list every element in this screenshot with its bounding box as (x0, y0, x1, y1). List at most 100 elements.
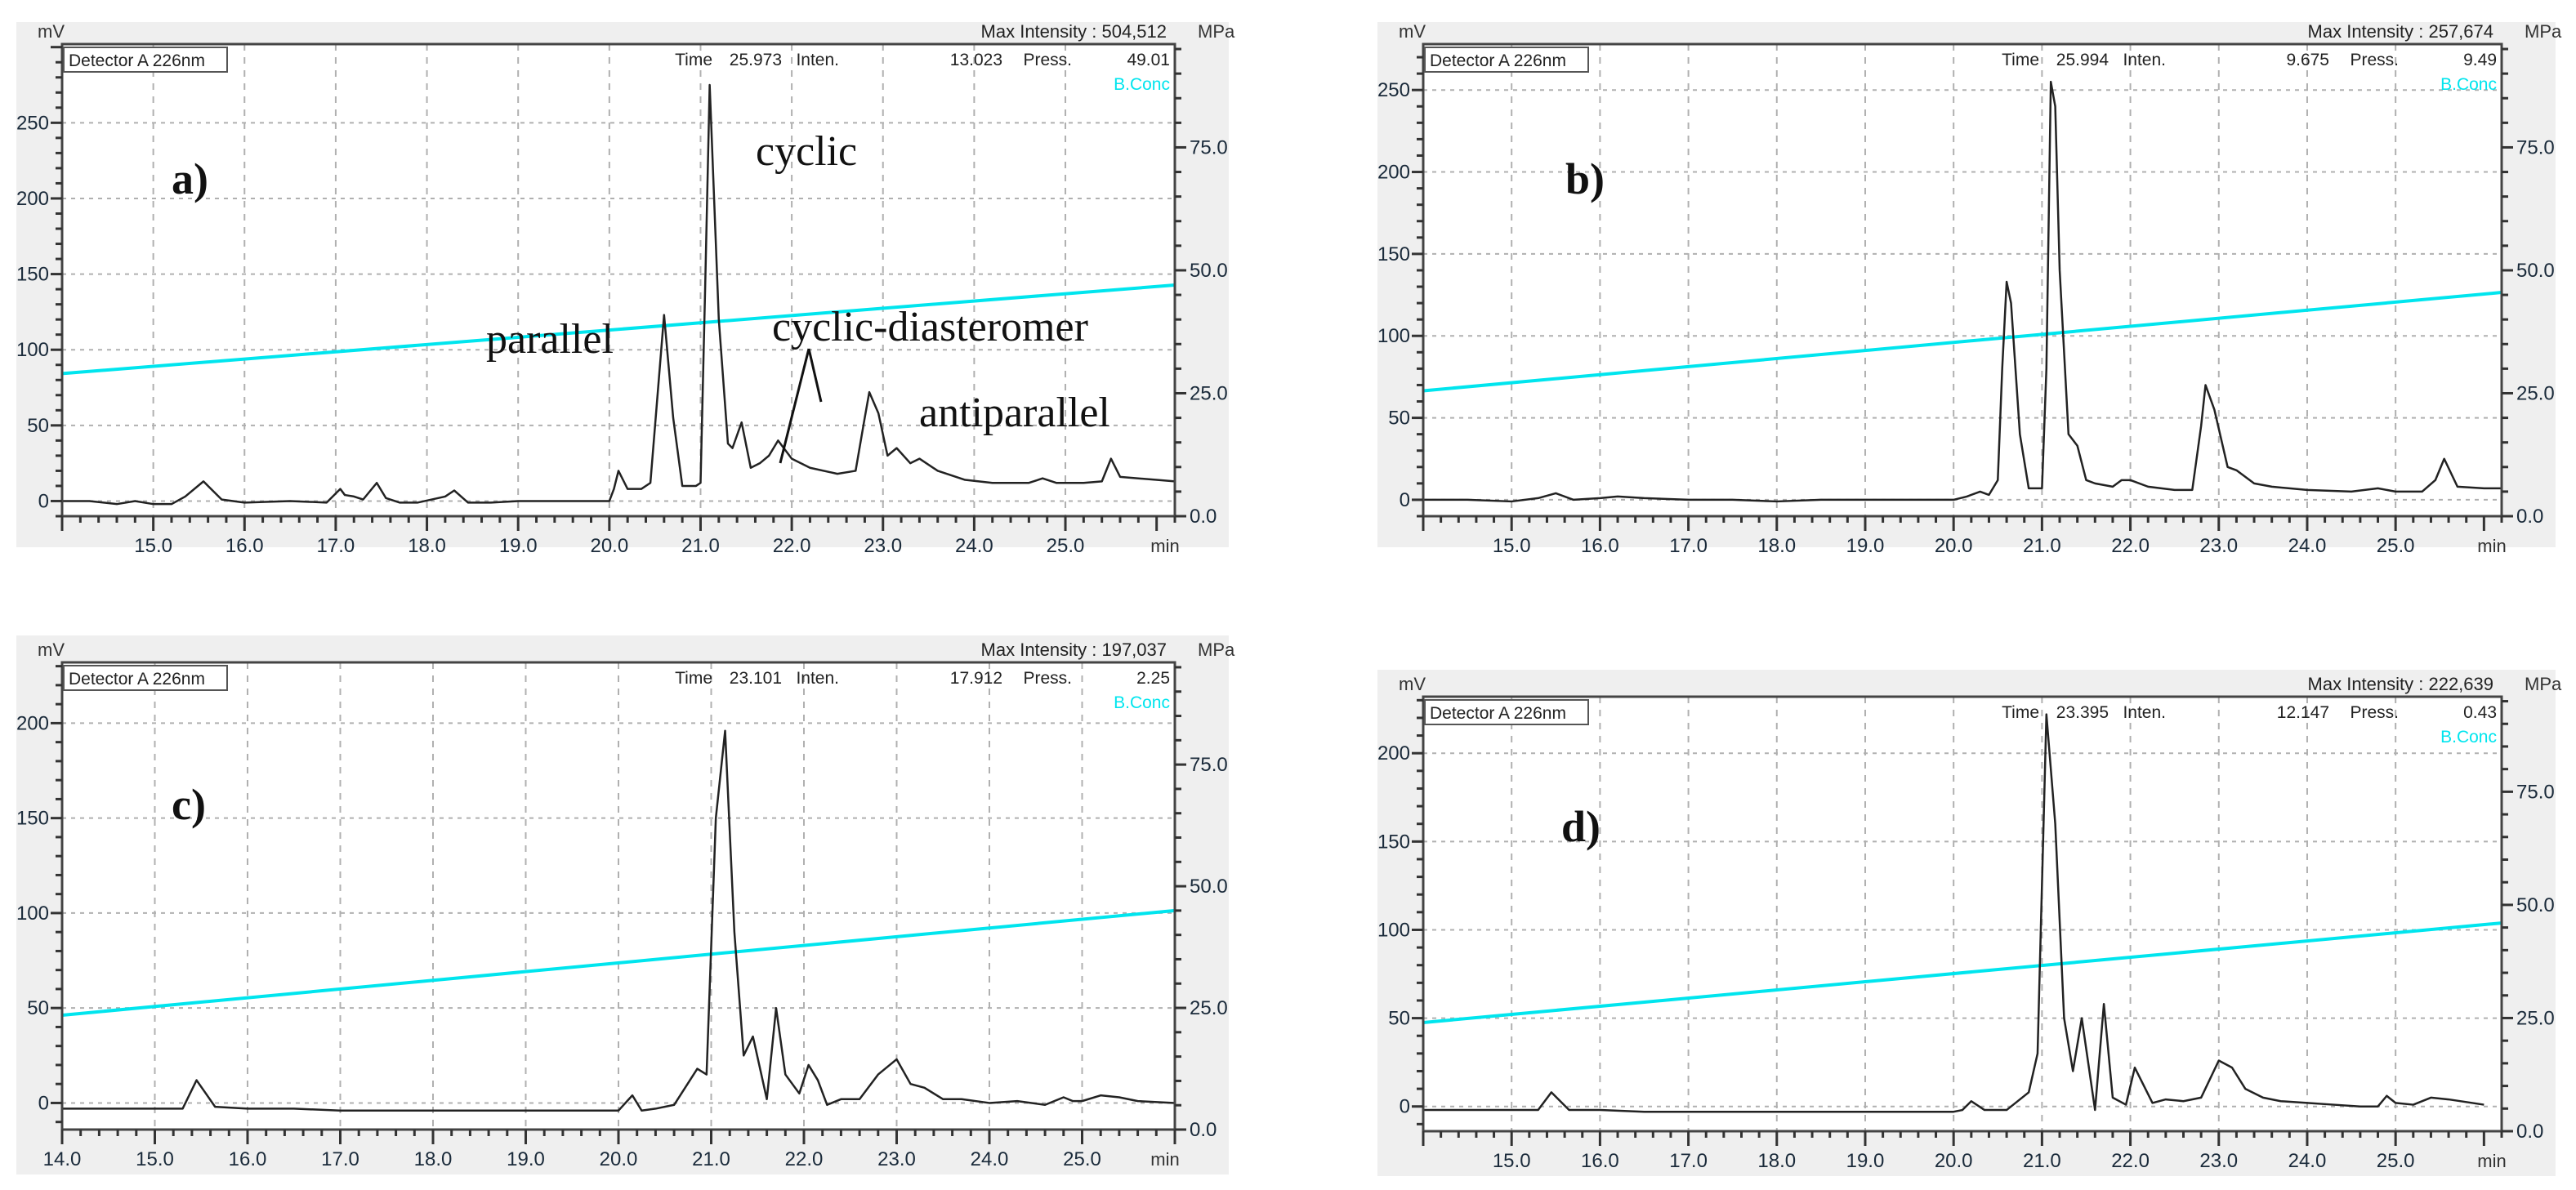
chromatogram-trace (62, 83, 1176, 506)
plot-area (62, 44, 1175, 516)
chromatogram-panel-a: 15.0 16.0 17.0 18.0 19.0 20.0 21.0 22.0 23.0 24.0… (16, 21, 1235, 557)
x-tick-label: 19.0 (1846, 535, 1885, 557)
x-tick-label: 18.0 (408, 535, 446, 557)
press-label: Press. (1023, 669, 1072, 688)
y-tick-label: 250 (1377, 79, 1410, 101)
x-tick-label: 15.0 (134, 535, 172, 557)
time-label: Time (675, 669, 712, 688)
plot-area (1423, 697, 2502, 1131)
x-tick-label: 20.0 (590, 535, 628, 557)
y-tick-label: 0 (1400, 1096, 1410, 1118)
y2-tick-label: 75.0 (2516, 136, 2555, 158)
time-value: 25.973 (730, 51, 782, 69)
detector-label: Detector A 226nm (69, 670, 205, 689)
y2-tick-label: 25.0 (1190, 997, 1228, 1019)
y2-tick-label: 25.0 (1190, 382, 1228, 404)
press-value: 2.25 (1136, 669, 1170, 688)
x-tick-label: 20.0 (600, 1148, 638, 1170)
max-intensity-label: Max Intensity : 257,674 (2308, 21, 2493, 42)
annotation-arrow (807, 348, 823, 403)
y2-axis-unit: MPa (2525, 21, 2562, 42)
press-label: Press. (2350, 51, 2399, 69)
y2-axis-unit: MPa (1198, 21, 1235, 42)
detector-label: Detector A 226nm (1430, 51, 1566, 70)
inten-label: Inten. (796, 51, 839, 69)
x-tick-label: 21.0 (2023, 535, 2061, 557)
x-tick-label: 18.0 (1757, 1150, 1796, 1172)
y-tick-label: 150 (1377, 243, 1410, 265)
x-tick-label: 17.0 (321, 1148, 359, 1170)
press-value: 49.01 (1127, 51, 1170, 69)
y-tick-label: 200 (16, 712, 49, 734)
x-tick-label: 23.0 (877, 1148, 916, 1170)
detector-box (63, 47, 228, 73)
chromatogram-trace (1423, 80, 2502, 503)
y2-tick-label: 0.0 (2516, 506, 2543, 528)
bconc-gradient-line (61, 283, 1176, 376)
y2-tick-label: 25.0 (2516, 1007, 2555, 1029)
y-axis-unit: mV (1399, 21, 1426, 42)
plot-area (1423, 44, 2502, 516)
press-label: Press. (1023, 51, 1072, 69)
detector-label: Detector A 226nm (69, 51, 205, 70)
y-tick-label: 50 (1388, 1008, 1410, 1030)
x-tick-label: 23.0 (2199, 535, 2238, 557)
inten-value: 13.023 (950, 51, 1002, 69)
time-value: 23.101 (730, 669, 782, 688)
x-tick-label: 21.0 (692, 1148, 730, 1170)
y-tick-label: 150 (16, 808, 49, 830)
peak-annotation: antiparallel (919, 390, 1110, 436)
detector-box (1424, 699, 1589, 725)
inten-label: Inten. (796, 669, 839, 688)
press-value: 0.43 (2463, 703, 2497, 722)
x-axis-unit: min (2477, 536, 2506, 556)
y-tick-label: 100 (16, 903, 49, 925)
y2-axis-unit: MPa (2525, 674, 2562, 694)
x-tick-label: 14.0 (43, 1148, 82, 1170)
plot-frame (60, 42, 1176, 518)
max-intensity-label: Max Intensity : 222,639 (2308, 674, 2493, 694)
grid-lines (1423, 44, 2502, 516)
y-tick-label: 50 (27, 997, 49, 1019)
x-tick-label: 19.0 (499, 535, 538, 557)
annotation-arrow (779, 348, 810, 464)
detector-box (63, 665, 228, 691)
time-value: 25.994 (2056, 51, 2109, 69)
y2-tick-label: 75.0 (1190, 754, 1228, 776)
detector-box (1424, 47, 1589, 73)
x-tick-label: 25.0 (1047, 535, 1085, 557)
y-axis-unit: mV (1399, 674, 1426, 694)
peak-annotation: parallel (486, 316, 614, 363)
chromatogram-panel-d: 15.0 16.0 17.0 18.0 19.0 20.0 21.0 22.0 23.0 24.0… (1377, 670, 2562, 1176)
x-tick-label: 19.0 (507, 1148, 545, 1170)
x-axis-unit: min (1150, 536, 1179, 556)
panel-label: b) (1565, 154, 1605, 203)
peak-annotation: cyclic-diasteromer (772, 304, 1088, 350)
x-tick-label: 17.0 (1669, 1150, 1708, 1172)
x-tick-label: 15.0 (1493, 1150, 1531, 1172)
bconc-gradient-line (61, 908, 1176, 1017)
x-tick-label: 22.0 (785, 1148, 824, 1170)
x-tick-label: 21.0 (2023, 1150, 2061, 1172)
x-tick-label: 16.0 (225, 535, 264, 557)
x-tick-label: 21.0 (681, 535, 720, 557)
y2-tick-label: 0.0 (1190, 506, 1217, 528)
chromatogram-trace (62, 729, 1176, 1112)
y2-tick-label: 50.0 (1190, 876, 1228, 898)
x-tick-label: 24.0 (971, 1148, 1009, 1170)
x-tick-label: 16.0 (229, 1148, 267, 1170)
x-tick-label: 17.0 (1669, 535, 1708, 557)
x-tick-label: 24.0 (955, 535, 993, 557)
y-tick-label: 200 (1377, 742, 1410, 764)
y-tick-label: 50 (27, 415, 49, 437)
x-tick-label: 25.0 (2377, 1150, 2415, 1172)
max-intensity-label: Max Intensity : 197,037 (981, 640, 1167, 660)
x-tick-label: 22.0 (2111, 535, 2150, 557)
x-tick-label: 15.0 (1493, 535, 1531, 557)
time-label: Time (675, 51, 712, 69)
x-tick-label: 20.0 (1935, 535, 1973, 557)
y-tick-label: 0 (38, 490, 49, 512)
x-tick-label: 24.0 (2288, 1150, 2327, 1172)
x-tick-label: 20.0 (1935, 1150, 1973, 1172)
x-tick-label: 22.0 (2111, 1150, 2150, 1172)
